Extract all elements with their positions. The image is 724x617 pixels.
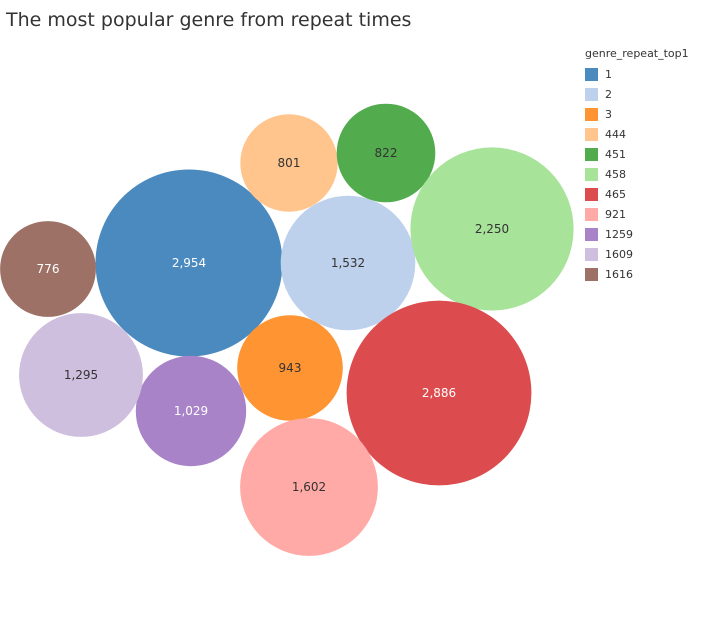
bubble-label-921: 1,602	[292, 480, 326, 494]
bubble-451[interactable]	[336, 103, 436, 203]
legend-swatch-2	[585, 87, 598, 101]
legend-swatch-458	[585, 167, 598, 181]
bubble-label-3: 943	[279, 361, 302, 375]
legend-item-2[interactable]: 2	[585, 84, 689, 104]
legend-item-1616[interactable]: 1616	[585, 264, 689, 284]
legend-swatch-921	[585, 207, 598, 221]
bubble-label-444: 801	[278, 156, 301, 170]
legend-label-1: 1	[605, 67, 612, 81]
bubble-1609[interactable]	[19, 313, 143, 437]
bubble-458[interactable]	[410, 147, 574, 311]
legend-items: 1 2 3 444 451 458 465 921 1259 1609 1616	[585, 64, 689, 284]
legend-item-1259[interactable]: 1259	[585, 224, 689, 244]
legend-swatch-1609	[585, 247, 598, 261]
legend-label-458: 458	[605, 167, 626, 181]
legend-swatch-1259	[585, 227, 598, 241]
bubble-444[interactable]	[240, 114, 338, 212]
bubble-label-1609: 1,295	[64, 368, 98, 382]
bubble-label-451: 822	[375, 146, 398, 160]
legend-title: genre_repeat_top1	[585, 47, 689, 60]
bubble-label-1616: 776	[37, 262, 60, 276]
bubble-465[interactable]	[346, 300, 532, 486]
legend-swatch-1616	[585, 267, 598, 281]
legend-label-921: 921	[605, 207, 626, 221]
legend-label-444: 444	[605, 127, 626, 141]
bubble-1616[interactable]	[0, 221, 96, 317]
bubble-1[interactable]	[95, 169, 283, 357]
chart-title: The most popular genre from repeat times	[6, 9, 412, 31]
bubble-label-1259: 1,029	[174, 404, 208, 418]
bubble-label-2: 1,532	[331, 256, 365, 270]
bubble-label-458: 2,250	[475, 222, 509, 236]
legend-label-1259: 1259	[605, 227, 633, 241]
legend-item-451[interactable]: 451	[585, 144, 689, 164]
bubble-label-1: 2,954	[172, 256, 206, 270]
legend-label-3: 3	[605, 107, 612, 121]
legend-swatch-1	[585, 67, 598, 81]
legend-label-1616: 1616	[605, 267, 633, 281]
legend-label-451: 451	[605, 147, 626, 161]
legend-item-465[interactable]: 465	[585, 184, 689, 204]
legend-item-458[interactable]: 458	[585, 164, 689, 184]
bubble-921[interactable]	[240, 418, 378, 556]
legend-swatch-3	[585, 107, 598, 121]
bubble-2[interactable]	[280, 195, 416, 331]
legend-swatch-451	[585, 147, 598, 161]
bubble-label-465: 2,886	[422, 386, 456, 400]
bubble-3[interactable]	[237, 315, 343, 421]
bubble-1259[interactable]	[135, 355, 247, 467]
legend-item-921[interactable]: 921	[585, 204, 689, 224]
legend-swatch-444	[585, 127, 598, 141]
legend-label-2: 2	[605, 87, 612, 101]
legend: genre_repeat_top1 1 2 3 444 451 458 465 921 1259…	[585, 47, 689, 284]
legend-item-1[interactable]: 1	[585, 64, 689, 84]
legend-item-444[interactable]: 444	[585, 124, 689, 144]
legend-item-1609[interactable]: 1609	[585, 244, 689, 264]
legend-swatch-465	[585, 187, 598, 201]
legend-item-3[interactable]: 3	[585, 104, 689, 124]
legend-label-465: 465	[605, 187, 626, 201]
legend-label-1609: 1609	[605, 247, 633, 261]
